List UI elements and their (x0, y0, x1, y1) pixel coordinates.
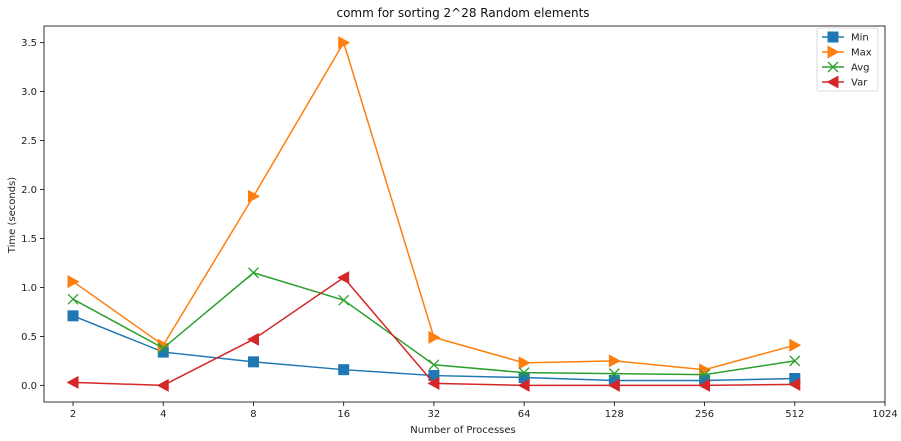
x-tick-label: 2 (70, 409, 76, 420)
y-tick-label: 1.0 (21, 283, 37, 294)
legend-item-var: Var (822, 75, 868, 89)
y-tick-label: 3.5 (21, 38, 37, 49)
data-point-min (699, 374, 711, 386)
x-axis: 2 4 8 16 32 64 128 256 512 1024 (70, 402, 898, 420)
series-var (66, 271, 801, 392)
marker-stroke (67, 293, 79, 305)
marker-stroke (518, 367, 530, 379)
y-tick-label: 1.5 (21, 234, 37, 245)
marker-stroke (428, 359, 440, 371)
legend-item-max: Max (822, 45, 872, 59)
data-point-max (338, 36, 351, 50)
x-axis-title: Number of Processes (410, 425, 515, 436)
y-tick-label: 2.5 (21, 136, 37, 147)
data-point-var (788, 377, 801, 391)
legend-label: Min (851, 33, 869, 44)
data-point-avg (338, 294, 350, 306)
marker-stroke (608, 368, 620, 380)
data-point-min (608, 374, 620, 386)
legend-item-avg: Avg (822, 61, 870, 74)
x-tick-label: 64 (518, 409, 531, 420)
legend-label: Var (851, 78, 868, 89)
x-tick-label: 16 (337, 409, 350, 420)
legend-marker (827, 61, 839, 73)
legend-label: Max (851, 48, 872, 59)
data-point-var (517, 378, 530, 392)
data-point-max (789, 338, 802, 352)
data-point-var (427, 376, 440, 390)
marker-stroke (789, 355, 801, 367)
data-point-min (67, 310, 79, 322)
x-tick-label: 32 (428, 409, 441, 420)
data-point-max (608, 354, 621, 368)
data-point-var (66, 375, 79, 389)
data-point-avg (157, 342, 169, 354)
x-tick-label: 8 (250, 409, 256, 420)
y-tick-label: 0.5 (21, 332, 37, 343)
legend-marker (827, 45, 840, 59)
legend-item-min: Min (822, 31, 869, 44)
data-point-min (428, 370, 440, 382)
data-point-max (518, 356, 531, 370)
data-point-min (247, 356, 259, 368)
data-point-max (428, 330, 441, 344)
data-point-max (67, 275, 80, 289)
legend-marker (826, 75, 839, 89)
marker-stroke (248, 267, 259, 279)
plot-frame (43, 25, 886, 403)
data-point-min (157, 346, 169, 358)
data-point-var (698, 378, 711, 392)
data-point-avg (699, 369, 711, 381)
y-tick-label: 2.0 (21, 185, 37, 196)
x-tick-label: 256 (695, 409, 714, 420)
data-point-max (247, 189, 260, 203)
data-point-max (157, 338, 170, 352)
x-tick-label: 128 (605, 409, 624, 420)
data-point-min (789, 373, 801, 384)
x-tick-label: 4 (160, 409, 166, 420)
legend-box (816, 27, 879, 92)
series-min (67, 310, 801, 386)
legend: Min Max Avg Var (816, 27, 879, 92)
data-point-var (246, 332, 259, 346)
data-point-avg (428, 359, 440, 371)
chart-title: comm for sorting 2^28 Random elements (336, 6, 589, 20)
series-avg (67, 267, 801, 381)
y-tick-label: 3.0 (21, 87, 37, 98)
y-axis-title: Time (seconds) (7, 177, 18, 254)
data-point-var (156, 378, 169, 392)
x-tick-label: 512 (785, 409, 804, 420)
legend-label: Avg (851, 63, 870, 74)
data-point-var (337, 271, 350, 285)
data-point-avg (248, 267, 259, 279)
marker-stroke (157, 342, 169, 354)
x-tick-label: 1024 (872, 409, 897, 420)
data-point-avg (518, 367, 530, 379)
data-point-var (607, 378, 620, 392)
data-point-avg (608, 368, 620, 380)
marker-stroke (338, 294, 350, 306)
legend-marker (827, 31, 839, 43)
y-axis: 0.0 0.5 1.0 1.5 2.0 2.5 3.0 3.5 (21, 38, 44, 392)
data-point-min (338, 364, 350, 376)
plot-area (66, 36, 802, 392)
y-tick-label: 0.0 (21, 381, 37, 392)
data-point-min (518, 372, 530, 384)
marker-stroke (827, 61, 839, 73)
data-point-avg (789, 355, 801, 367)
marker-stroke (699, 369, 711, 381)
series-max (67, 36, 802, 377)
data-point-avg (67, 293, 79, 305)
